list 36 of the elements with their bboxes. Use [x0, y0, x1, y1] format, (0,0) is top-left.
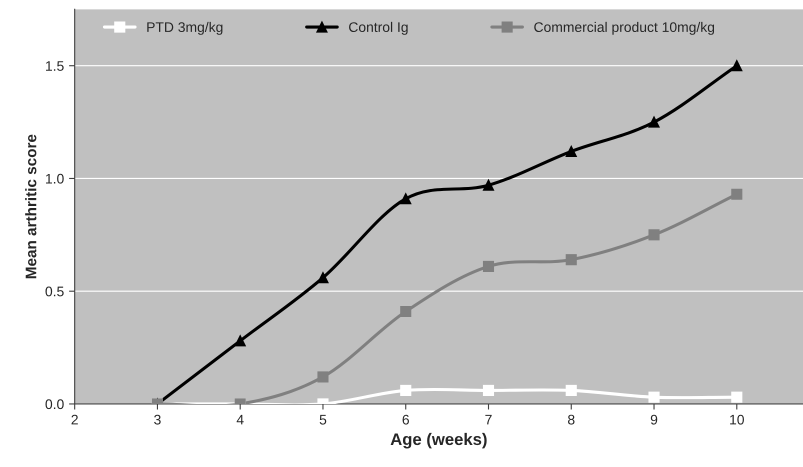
point	[482, 180, 494, 191]
x-tick-label: 5	[320, 414, 326, 425]
point	[731, 392, 742, 403]
y-tick-label: 1.0	[46, 174, 64, 184]
point	[731, 60, 742, 72]
point	[317, 371, 329, 382]
point	[648, 229, 660, 240]
legend-label: PTD 3mg/kg	[147, 22, 222, 35]
y-tick-label: 0.5	[46, 286, 64, 296]
y-tick-label: 0.0	[46, 399, 64, 410]
y-tick-label: 1.5	[46, 61, 64, 71]
x-tick-label: 2	[72, 414, 78, 424]
point	[731, 188, 742, 200]
point	[400, 384, 412, 396]
point	[400, 193, 412, 204]
point	[482, 384, 494, 396]
point	[648, 392, 660, 403]
y-axis-title: Mean arthritic score	[25, 134, 36, 278]
point	[234, 335, 246, 346]
x-tick-label: 8	[568, 414, 575, 425]
x-tick-label: 3	[154, 414, 161, 425]
x-tick-label: 7	[485, 414, 492, 424]
x-tick-label: 6	[402, 414, 409, 425]
legend-label: Control Ig	[349, 22, 408, 35]
point	[482, 260, 494, 272]
point	[400, 306, 412, 318]
x-tick-label: 4	[236, 414, 244, 424]
point	[317, 272, 329, 284]
point	[566, 146, 577, 157]
x-tick-label: 9	[650, 414, 658, 425]
x-axis-title: Age (weeks)	[390, 432, 487, 448]
point	[566, 254, 577, 266]
x-tick-label: 10	[730, 414, 744, 425]
legend-label: Commercial product 10mg/kg	[534, 22, 714, 35]
point	[648, 116, 660, 128]
point	[566, 384, 577, 396]
